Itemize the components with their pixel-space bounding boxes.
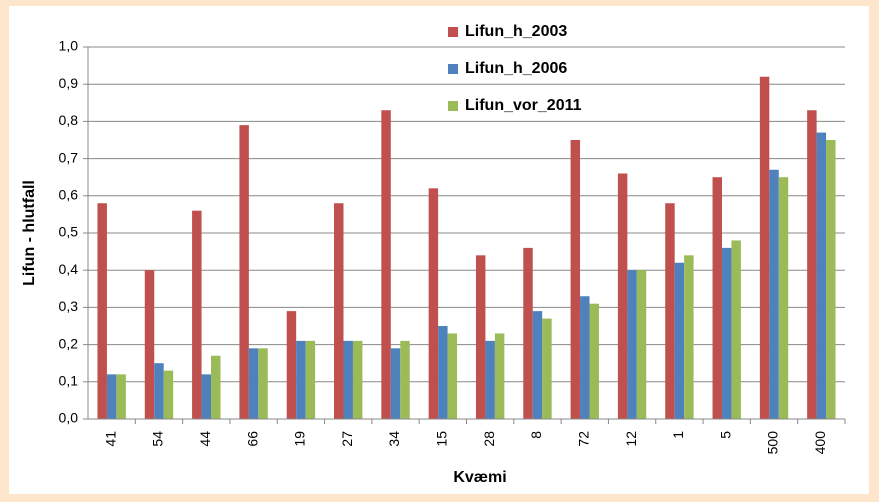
bar — [778, 177, 789, 419]
x-tick-label: 66 — [244, 431, 260, 447]
bar — [674, 262, 685, 419]
bar — [201, 374, 212, 419]
bar — [684, 255, 694, 419]
x-axis-label: Kvæmi — [453, 469, 506, 486]
bar — [144, 270, 155, 419]
bar — [381, 110, 391, 420]
bar — [769, 169, 779, 419]
y-tick-label: 0,3 — [59, 298, 79, 314]
legend-label: Lifun_h_2003 — [465, 23, 567, 40]
y-tick-label: 0,5 — [59, 224, 79, 240]
bar — [721, 247, 732, 419]
bar — [731, 240, 741, 419]
x-tick-label: 400 — [812, 431, 828, 455]
y-axis-label: Lifun - hlutfall — [21, 180, 38, 286]
x-tick-label: 500 — [765, 431, 781, 455]
bar — [826, 140, 836, 419]
y-tick-label: 0,0 — [59, 410, 79, 426]
legend-label: Lifun_h_2006 — [465, 60, 567, 77]
bar — [523, 247, 533, 419]
y-tick-label: 1,0 — [59, 38, 79, 54]
bar — [428, 188, 439, 419]
bar — [665, 203, 675, 419]
x-tick-label: 8 — [528, 431, 544, 439]
bar — [343, 340, 353, 419]
bar — [211, 355, 221, 419]
bar — [352, 340, 363, 419]
x-tick-label: 41 — [102, 431, 118, 447]
x-tick-label: 15 — [434, 431, 450, 447]
x-tick-label: 27 — [339, 431, 355, 447]
y-tick-label: 0,6 — [59, 187, 79, 203]
bar — [816, 132, 827, 419]
bar — [334, 203, 344, 419]
bar — [305, 340, 316, 419]
x-tick-label: 12 — [623, 431, 639, 447]
bar — [192, 210, 202, 419]
bar — [532, 311, 543, 419]
bar — [154, 363, 164, 419]
bar — [589, 303, 599, 419]
y-tick-label: 0,1 — [59, 373, 79, 389]
bar — [580, 296, 590, 419]
bar — [163, 370, 174, 419]
x-tick-label: 44 — [197, 431, 213, 447]
x-tick-label: 1 — [670, 431, 686, 439]
bar — [759, 76, 770, 419]
bar — [475, 255, 486, 419]
y-tick-label: 0,2 — [59, 335, 79, 351]
bar — [296, 340, 306, 419]
bar — [116, 374, 126, 419]
bar — [106, 374, 117, 419]
bar — [485, 340, 495, 419]
bar — [494, 333, 505, 419]
bar — [712, 177, 722, 419]
y-tick-label: 0,4 — [59, 261, 79, 277]
bar — [390, 348, 401, 419]
legend-swatch — [448, 101, 458, 111]
y-tick-label: 0,9 — [59, 75, 79, 91]
bar — [239, 125, 249, 420]
y-tick-label: 0,8 — [59, 112, 79, 128]
bar — [636, 270, 647, 419]
x-tick-label: 19 — [292, 431, 308, 447]
bar — [248, 348, 259, 419]
bar — [570, 140, 581, 419]
bar — [400, 340, 410, 419]
x-tick-label: 54 — [150, 431, 166, 447]
x-tick-label: 28 — [481, 431, 497, 447]
bar — [447, 333, 458, 419]
legend-label: Lifun_vor_2011 — [465, 97, 582, 114]
bar — [627, 270, 637, 419]
bar — [542, 318, 552, 419]
x-tick-label: 5 — [717, 431, 733, 439]
bar — [807, 110, 817, 420]
bar — [617, 173, 628, 419]
legend-swatch — [448, 64, 458, 74]
x-tick-label: 72 — [575, 431, 591, 447]
bar — [286, 311, 297, 419]
legend-swatch — [448, 27, 458, 37]
bar — [258, 348, 268, 419]
bar — [97, 203, 107, 419]
bar — [438, 326, 448, 419]
y-tick-label: 0,7 — [59, 149, 79, 165]
x-tick-label: 34 — [386, 431, 402, 447]
